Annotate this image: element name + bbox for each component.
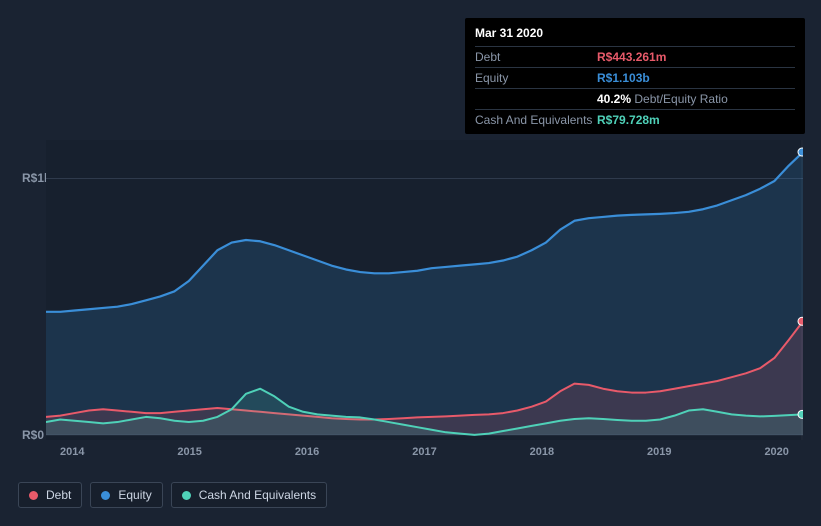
chart-tooltip: Mar 31 2020 Debt R$443.261m Equity R$1.1… bbox=[465, 18, 805, 134]
x-tick-label: 2015 bbox=[177, 446, 201, 458]
tooltip-label: Debt bbox=[475, 50, 597, 64]
tooltip-row-equity: Equity R$1.103b bbox=[475, 67, 795, 88]
legend-label: Cash And Equivalents bbox=[199, 488, 316, 502]
tooltip-value-cash: R$79.728m bbox=[597, 113, 795, 127]
tooltip-value-equity: R$1.103b bbox=[597, 71, 795, 85]
tooltip-label: Cash And Equivalents bbox=[475, 113, 597, 127]
chart-legend: Debt Equity Cash And Equivalents bbox=[18, 482, 327, 508]
legend-label: Equity bbox=[118, 488, 151, 502]
line-chart[interactable] bbox=[46, 140, 803, 440]
tooltip-row-ratio: 40.2% Debt/Equity Ratio bbox=[475, 88, 795, 109]
x-tick-label: 2014 bbox=[60, 446, 84, 458]
legend-label: Debt bbox=[46, 488, 71, 502]
legend-item-debt[interactable]: Debt bbox=[18, 482, 82, 508]
tooltip-row-cash: Cash And Equivalents R$79.728m bbox=[475, 109, 795, 130]
tooltip-value-ratio: 40.2% Debt/Equity Ratio bbox=[597, 92, 795, 106]
x-tick-label: 2018 bbox=[530, 446, 554, 458]
y-tick-label: R$0 bbox=[22, 428, 44, 442]
x-tick-label: 2017 bbox=[412, 446, 436, 458]
x-tick-label: 2016 bbox=[295, 446, 319, 458]
tooltip-value-debt: R$443.261m bbox=[597, 50, 795, 64]
tooltip-row-debt: Debt R$443.261m bbox=[475, 46, 795, 67]
chart-panel: Mar 31 2020 Debt R$443.261m Equity R$1.1… bbox=[0, 0, 821, 526]
x-tick-label: 2019 bbox=[647, 446, 671, 458]
x-axis-labels: 2014 2015 2016 2017 2018 2019 2020 bbox=[46, 446, 803, 458]
legend-item-cash[interactable]: Cash And Equivalents bbox=[171, 482, 327, 508]
legend-dot-icon bbox=[182, 491, 191, 500]
legend-item-equity[interactable]: Equity bbox=[90, 482, 162, 508]
x-tick-label: 2020 bbox=[764, 446, 788, 458]
tooltip-label bbox=[475, 92, 597, 106]
tooltip-label: Equity bbox=[475, 71, 597, 85]
tooltip-date: Mar 31 2020 bbox=[475, 24, 795, 46]
legend-dot-icon bbox=[101, 491, 110, 500]
legend-dot-icon bbox=[29, 491, 38, 500]
